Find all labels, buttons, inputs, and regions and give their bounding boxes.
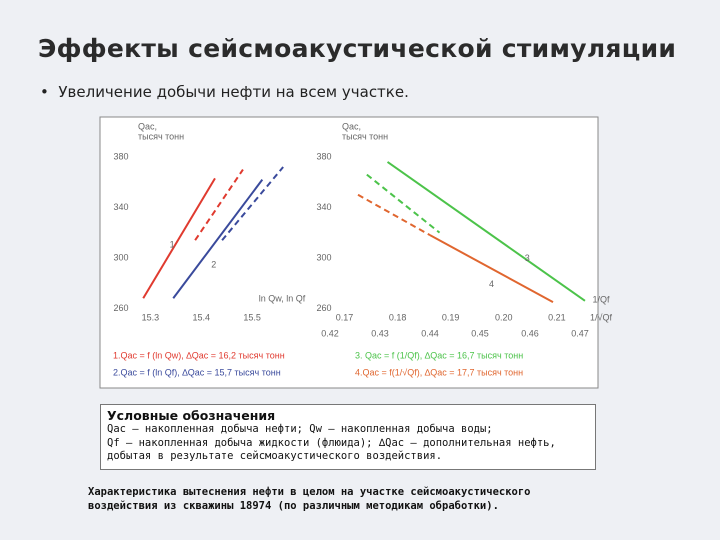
- x-tick-label: 15.4: [192, 312, 210, 322]
- slide-title: Эффекты сейсмоакустической стимуляции: [38, 34, 677, 63]
- legend-line: добытая в результате сейсмоакустического…: [107, 450, 443, 462]
- legend-line: Qас – накопленная добыча нефти; Qw – нак…: [107, 423, 493, 435]
- x2-tick-label: 0.42: [321, 328, 339, 338]
- legend-entry: 2.Qас = f (ln Qf), ∆Qас = 15,7 тысяч тон…: [113, 367, 281, 377]
- bullet: • Увеличение добычи нефти на всем участк…: [40, 83, 409, 101]
- series-line: [194, 168, 244, 241]
- series-line: [221, 166, 284, 241]
- y-tick-label: 340: [316, 202, 331, 212]
- x-tick-label: 0.21: [548, 312, 566, 322]
- series-label: 3: [525, 253, 530, 263]
- chart-frame: [99, 116, 599, 389]
- caption: Характеристика вытеснения нефти в целом …: [88, 485, 531, 513]
- series-line: [357, 193, 431, 237]
- y-tick-label: 380: [316, 151, 331, 161]
- legend-box: Условные обозначения Qас – накопленная д…: [100, 404, 596, 470]
- y-tick-label: 340: [113, 202, 128, 212]
- legend-box-title: Условные обозначения: [107, 408, 276, 423]
- x2-tick-label: 0.44: [421, 328, 439, 338]
- x2-tick-label: 0.45: [471, 328, 489, 338]
- series-line: [172, 179, 264, 299]
- series-line: [142, 177, 216, 299]
- x2-tick-label: 0.47: [571, 328, 589, 338]
- x-tick-label: 0.19: [442, 312, 460, 322]
- series-label: 4: [489, 279, 494, 289]
- bullet-text: Увеличение добычи нефти на всем участке.: [58, 83, 409, 101]
- x-tick-label: 15.5: [243, 312, 261, 322]
- x2-axis-label: 1/√Qf: [590, 312, 612, 322]
- legend-entry: 1.Qас = f (ln Qw), ∆Qас = 16,2 тысяч тон…: [113, 350, 285, 360]
- series-label: 1: [170, 240, 175, 250]
- x-tick-label: 0.18: [389, 312, 407, 322]
- y-tick-label: 380: [113, 151, 128, 161]
- y-tick-label: 260: [316, 303, 331, 313]
- series-line: [386, 161, 586, 302]
- series-label: 2: [211, 259, 216, 269]
- y-tick-label: 300: [316, 252, 331, 262]
- bullet-dot: •: [40, 83, 59, 101]
- x-axis-label: ln Qw, ln Qf: [259, 293, 306, 303]
- y-axis-label: Qас,: [138, 121, 157, 131]
- y-axis-label: тысяч тонн: [342, 131, 388, 141]
- caption-line: воздействия из скважины 18974 (по различ…: [88, 500, 499, 512]
- x-tick-label: 0.20: [495, 312, 513, 322]
- x-axis-label: 1/Qf: [592, 294, 610, 304]
- caption-line: Характеристика вытеснения нефти в целом …: [88, 486, 531, 498]
- y-axis-label: Qас,: [342, 121, 361, 131]
- x-tick-label: 0.17: [336, 312, 354, 322]
- y-axis-label: тысяч тонн: [138, 131, 184, 141]
- series-line: [366, 173, 441, 234]
- x2-tick-label: 0.46: [521, 328, 539, 338]
- x2-tick-label: 0.43: [371, 328, 389, 338]
- x-tick-label: 15.3: [142, 312, 160, 322]
- y-tick-label: 260: [113, 303, 128, 313]
- y-tick-label: 300: [113, 252, 128, 262]
- legend-line: Qf – накопленная добыча жидкости (флюида…: [107, 436, 556, 449]
- legend-entry: 4.Qас = f(1/√Qf), ∆Qас = 17,7 тысяч тонн: [355, 367, 523, 377]
- series-line: [429, 234, 554, 303]
- legend-entry: 3. Qас = f (1/Qf), ∆Qас = 16,7 тысяч тон…: [355, 350, 523, 360]
